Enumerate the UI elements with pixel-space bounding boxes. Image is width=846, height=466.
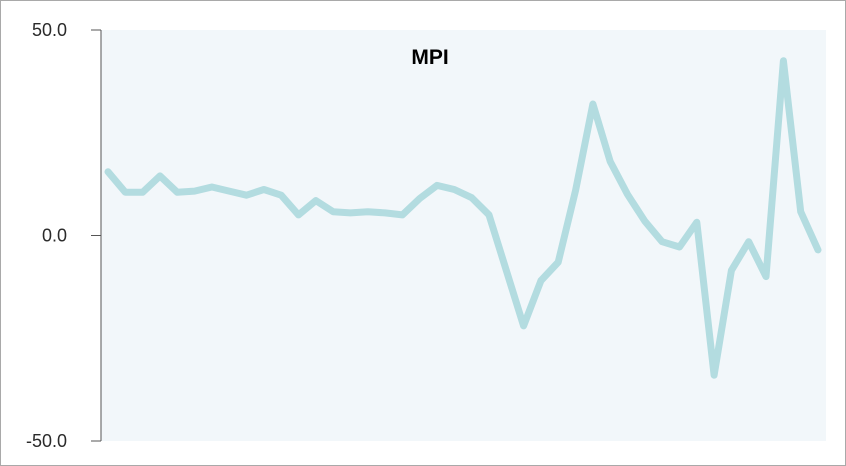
y-axis-ticks: 50.0 0.0 -50.0 <box>26 20 101 451</box>
y-tick-label: 0.0 <box>42 226 67 246</box>
series-line <box>104 57 822 379</box>
y-tick-label: 50.0 <box>32 20 67 40</box>
chart-title: MPI <box>411 46 448 69</box>
y-tick-label: -50.0 <box>26 431 67 451</box>
plot-area <box>101 30 826 441</box>
